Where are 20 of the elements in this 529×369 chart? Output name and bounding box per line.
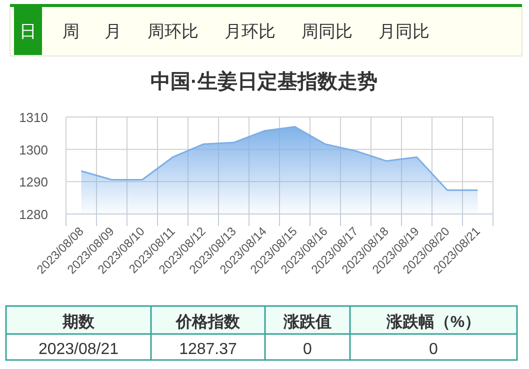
text: 月环比 [224, 22, 276, 41]
y-tick-label: 1310 [19, 110, 48, 125]
text: 0 [429, 341, 438, 358]
chart-title: 中国·生姜日定基指数走势 [150, 70, 378, 93]
text: 0 [303, 341, 312, 358]
text: 周同比 [302, 22, 352, 41]
text: 月 [104, 22, 122, 41]
text: 2023/08/21 [38, 341, 119, 358]
text: 月同比 [378, 22, 430, 41]
text: 涨跌幅（%） [385, 313, 481, 331]
text: 1287.37 [179, 341, 238, 358]
text: 期数 [62, 313, 96, 331]
text: 价格指数 [175, 313, 241, 331]
text: 周 [62, 22, 80, 41]
text: 涨跌值 [282, 313, 332, 331]
text: 周环比 [148, 22, 198, 41]
y-tick-label: 1280 [19, 207, 48, 222]
y-tick-label: 1290 [19, 174, 48, 190]
y-tick-label: 1300 [19, 142, 48, 158]
text: 日 [20, 22, 36, 41]
